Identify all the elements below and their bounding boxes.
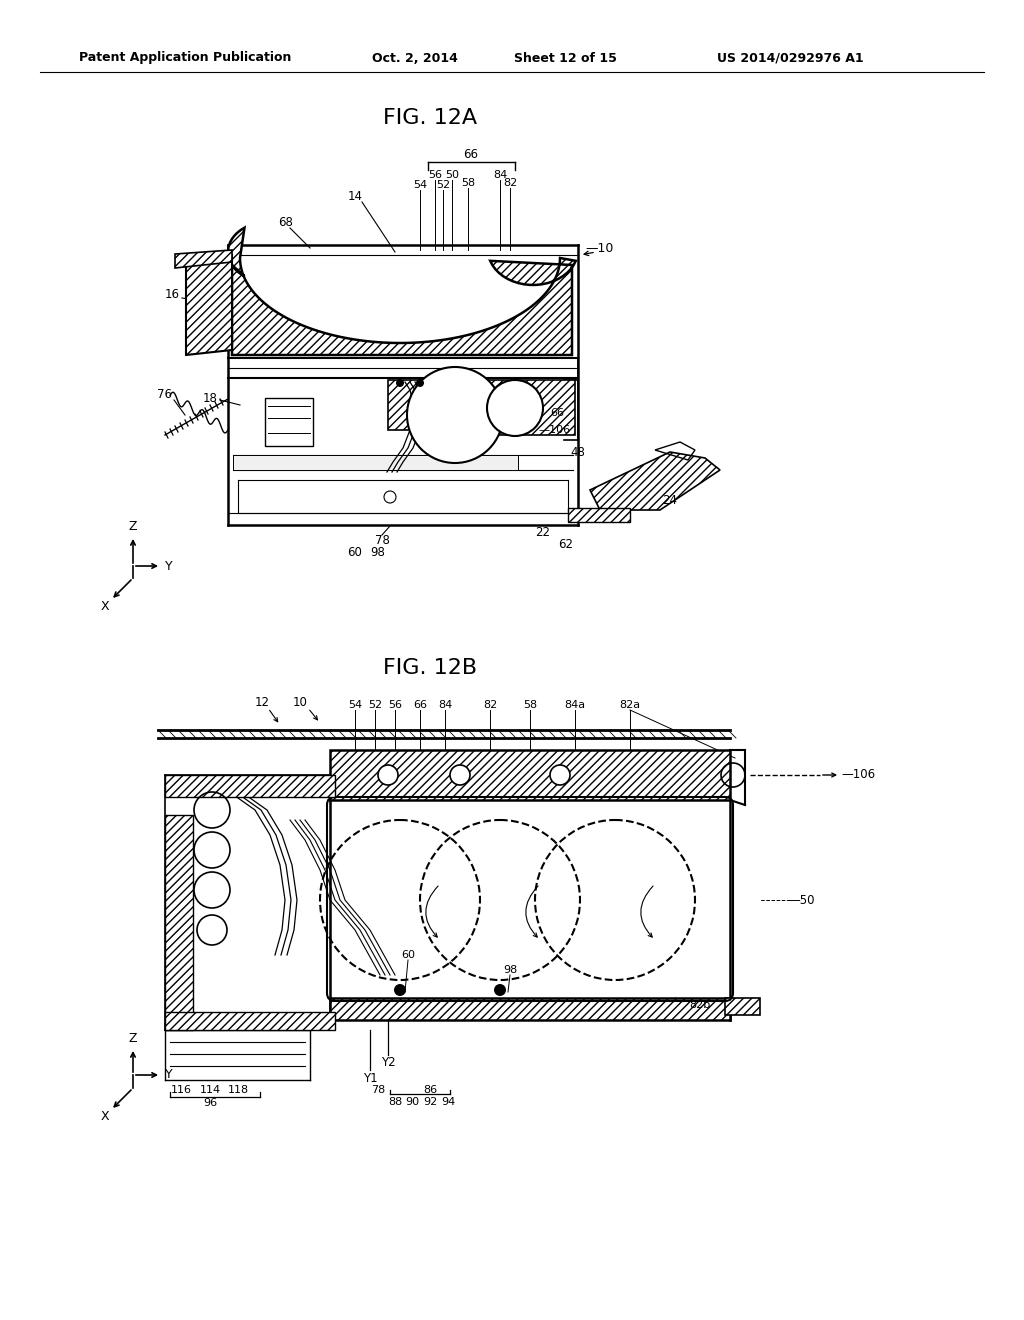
Text: 54: 54 — [348, 700, 362, 710]
Text: 60: 60 — [347, 545, 362, 558]
Text: 68: 68 — [279, 215, 294, 228]
Text: 82: 82 — [503, 178, 517, 187]
Polygon shape — [186, 255, 232, 355]
Circle shape — [494, 983, 506, 997]
Text: —106: —106 — [539, 425, 571, 436]
Text: 92: 92 — [423, 1097, 437, 1107]
Circle shape — [487, 380, 543, 436]
Circle shape — [396, 379, 404, 387]
Text: US 2014/0292976 A1: US 2014/0292976 A1 — [717, 51, 863, 65]
Text: Z: Z — [129, 520, 137, 532]
Text: 62: 62 — [558, 539, 573, 552]
Text: 90: 90 — [404, 1097, 419, 1107]
Bar — [330, 998, 730, 1020]
Text: 84: 84 — [438, 700, 453, 710]
Text: Z: Z — [129, 1031, 137, 1044]
Bar — [233, 455, 518, 470]
Circle shape — [416, 379, 424, 387]
Circle shape — [394, 983, 406, 997]
Text: 66: 66 — [464, 148, 478, 161]
Text: Y: Y — [165, 1068, 173, 1081]
Text: X: X — [100, 1110, 110, 1122]
Polygon shape — [590, 451, 720, 510]
Text: —106: —106 — [841, 768, 876, 781]
Text: 58: 58 — [461, 178, 475, 187]
Text: 18: 18 — [203, 392, 217, 404]
Text: 50: 50 — [445, 170, 459, 180]
Text: Y2: Y2 — [381, 1056, 395, 1068]
Polygon shape — [175, 249, 232, 268]
Text: 10: 10 — [293, 696, 307, 709]
Text: —50: —50 — [788, 894, 815, 907]
Text: 78: 78 — [371, 1085, 385, 1096]
Circle shape — [450, 766, 470, 785]
Text: 84a: 84a — [564, 700, 586, 710]
Circle shape — [407, 367, 503, 463]
Text: 114: 114 — [200, 1085, 220, 1096]
Text: 56: 56 — [428, 170, 442, 180]
Text: —10: —10 — [586, 242, 614, 255]
Text: 116: 116 — [171, 1085, 191, 1096]
Bar — [165, 775, 335, 797]
Text: 52: 52 — [436, 180, 451, 190]
Text: 22: 22 — [536, 527, 551, 540]
Bar — [265, 399, 313, 446]
Text: 12: 12 — [255, 696, 269, 709]
Bar — [165, 1012, 335, 1030]
Bar — [330, 750, 730, 800]
Text: Patent Application Publication: Patent Application Publication — [79, 51, 291, 65]
Text: Y1: Y1 — [362, 1072, 377, 1085]
Text: 16: 16 — [165, 289, 179, 301]
Text: FIG. 12B: FIG. 12B — [383, 657, 477, 678]
Polygon shape — [568, 508, 630, 521]
Text: 82b: 82b — [689, 1001, 711, 1010]
Text: Y: Y — [165, 560, 173, 573]
Text: 14: 14 — [347, 190, 362, 203]
Text: 54: 54 — [413, 180, 427, 190]
Text: 98: 98 — [503, 965, 517, 975]
Text: Sheet 12 of 15: Sheet 12 of 15 — [514, 51, 616, 65]
Text: FIG. 12A: FIG. 12A — [383, 108, 477, 128]
Text: 88: 88 — [388, 1097, 402, 1107]
Circle shape — [378, 766, 398, 785]
Text: 84: 84 — [493, 170, 507, 180]
Text: 94: 94 — [441, 1097, 455, 1107]
Text: 58: 58 — [523, 700, 537, 710]
Text: 48: 48 — [570, 446, 586, 458]
Polygon shape — [725, 998, 760, 1015]
Text: 78: 78 — [375, 533, 389, 546]
Polygon shape — [388, 380, 575, 436]
Text: 60: 60 — [401, 950, 415, 960]
Text: 86: 86 — [423, 1085, 437, 1096]
Text: X: X — [100, 599, 110, 612]
Text: 66: 66 — [550, 408, 564, 418]
Polygon shape — [228, 228, 575, 355]
Text: 56: 56 — [388, 700, 402, 710]
Text: 52: 52 — [368, 700, 382, 710]
Circle shape — [550, 766, 570, 785]
Text: 66: 66 — [413, 700, 427, 710]
Bar — [165, 814, 193, 1030]
Text: 98: 98 — [371, 545, 385, 558]
Text: 82a: 82a — [620, 700, 641, 710]
Text: 24: 24 — [663, 494, 678, 507]
Text: 96: 96 — [203, 1098, 217, 1107]
Text: Oct. 2, 2014: Oct. 2, 2014 — [372, 51, 458, 65]
Text: 76: 76 — [158, 388, 172, 401]
Text: 118: 118 — [227, 1085, 249, 1096]
Text: 82: 82 — [483, 700, 497, 710]
